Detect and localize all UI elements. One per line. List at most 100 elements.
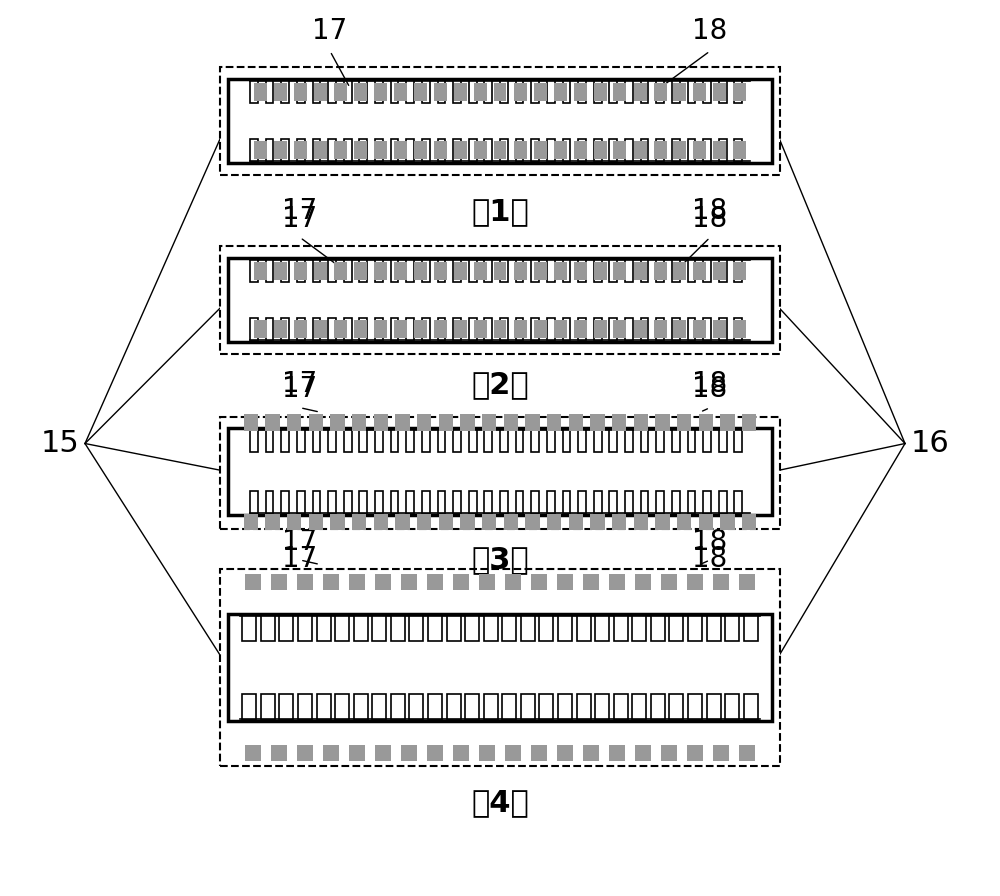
Bar <box>395 513 410 530</box>
Bar <box>312 139 320 161</box>
Bar <box>359 139 367 161</box>
Bar <box>375 745 391 761</box>
Bar <box>635 745 651 761</box>
Bar <box>469 81 477 103</box>
Bar <box>422 139 430 161</box>
Bar <box>394 82 406 100</box>
Bar <box>391 430 398 452</box>
Bar <box>525 414 540 431</box>
Bar <box>271 574 287 590</box>
Bar <box>703 491 711 513</box>
Bar <box>438 81 445 103</box>
Bar <box>547 260 555 282</box>
Bar <box>557 574 573 590</box>
Bar <box>254 262 266 280</box>
Bar <box>297 574 313 590</box>
Bar <box>562 318 570 340</box>
Bar <box>312 430 320 452</box>
Bar <box>359 81 367 103</box>
Bar <box>677 414 691 431</box>
Bar <box>394 262 406 280</box>
Bar <box>688 81 695 103</box>
Bar <box>713 262 726 280</box>
Bar <box>625 318 633 340</box>
Bar <box>312 491 320 513</box>
Bar <box>374 320 386 339</box>
Bar <box>656 81 664 103</box>
Bar <box>516 139 523 161</box>
Bar <box>547 81 555 103</box>
Bar <box>245 745 261 761</box>
Bar <box>744 694 758 719</box>
Bar <box>274 262 287 280</box>
Bar <box>250 318 258 340</box>
Bar <box>228 614 772 721</box>
Bar <box>254 141 266 159</box>
Bar <box>314 262 326 280</box>
Text: 18: 18 <box>692 17 728 45</box>
Bar <box>609 139 617 161</box>
Bar <box>707 616 721 641</box>
Bar <box>594 318 602 340</box>
Bar <box>328 318 336 340</box>
Bar <box>484 491 492 513</box>
Bar <box>406 430 414 452</box>
Bar <box>595 694 609 719</box>
Bar <box>372 616 386 641</box>
Bar <box>453 260 461 282</box>
Bar <box>734 81 742 103</box>
Text: （3）: （3） <box>471 545 529 573</box>
Bar <box>673 320 686 339</box>
Bar <box>688 139 695 161</box>
Bar <box>609 574 625 590</box>
Bar <box>578 260 586 282</box>
Bar <box>261 616 275 641</box>
Bar <box>474 141 486 159</box>
Bar <box>562 491 570 513</box>
Bar <box>474 82 486 100</box>
Bar <box>391 491 398 513</box>
Bar <box>422 318 430 340</box>
Bar <box>634 262 646 280</box>
Bar <box>554 82 566 100</box>
Bar <box>406 139 414 161</box>
Bar <box>328 81 336 103</box>
Bar <box>434 141 446 159</box>
Bar <box>521 694 535 719</box>
Bar <box>500 318 508 340</box>
Bar <box>594 141 606 159</box>
Bar <box>454 82 466 100</box>
Bar <box>294 320 306 339</box>
Bar <box>228 258 772 342</box>
Bar <box>391 81 398 103</box>
Bar <box>344 491 352 513</box>
Bar <box>294 82 306 100</box>
Text: 16: 16 <box>911 429 949 458</box>
Text: 18: 18 <box>692 545 728 573</box>
Bar <box>349 574 365 590</box>
Bar <box>414 82 427 100</box>
Bar <box>500 81 508 103</box>
Bar <box>271 745 287 761</box>
Bar <box>577 616 591 641</box>
Bar <box>460 513 475 530</box>
Bar <box>531 81 539 103</box>
Bar <box>328 491 336 513</box>
Bar <box>609 491 617 513</box>
Bar <box>594 260 602 282</box>
Bar <box>454 141 466 159</box>
Bar <box>294 141 306 159</box>
Bar <box>531 139 539 161</box>
Bar <box>739 745 755 761</box>
Bar <box>699 513 713 530</box>
Bar <box>287 513 301 530</box>
Text: 18: 18 <box>692 205 728 233</box>
Bar <box>484 430 492 452</box>
Bar <box>655 513 670 530</box>
Bar <box>427 574 443 590</box>
Bar <box>733 141 746 159</box>
Bar <box>422 491 430 513</box>
Bar <box>713 574 729 590</box>
Bar <box>574 262 586 280</box>
Bar <box>334 82 347 100</box>
